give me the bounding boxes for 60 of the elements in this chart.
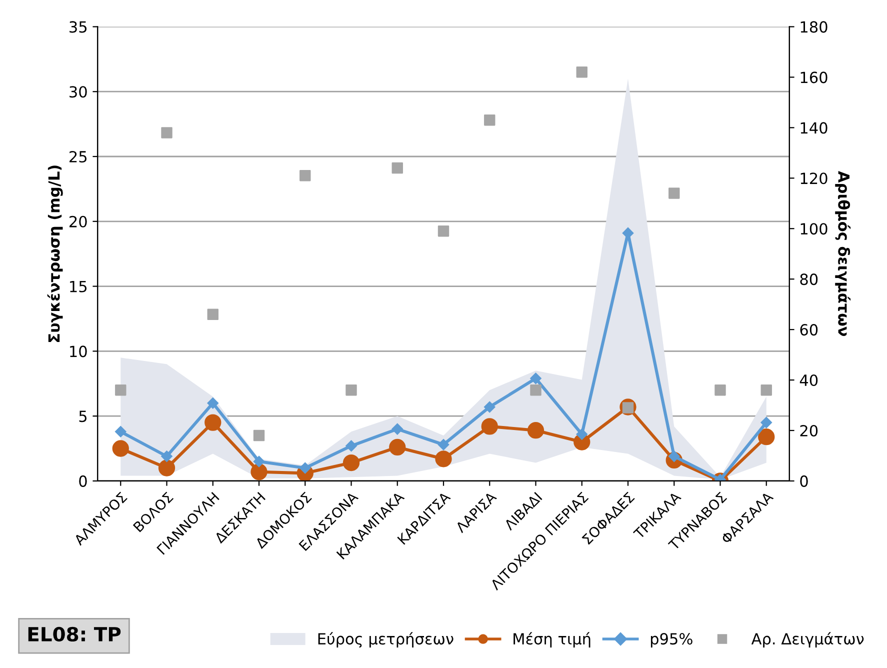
y2-tick-label: 0 xyxy=(800,475,808,487)
point xyxy=(389,438,406,456)
point xyxy=(576,428,588,440)
point xyxy=(668,188,680,199)
point xyxy=(576,66,588,78)
y2-tick-label: 120 xyxy=(800,172,828,184)
point xyxy=(392,423,403,435)
point xyxy=(714,384,726,396)
point xyxy=(527,422,544,439)
point xyxy=(253,430,265,442)
y2-tick-label: 140 xyxy=(800,122,828,134)
y2-tick-label: 40 xyxy=(800,374,818,386)
point xyxy=(250,464,268,480)
point xyxy=(253,456,265,468)
point xyxy=(115,384,126,396)
point xyxy=(484,401,496,413)
y-tick-label: 15 xyxy=(70,280,87,292)
point xyxy=(161,450,172,462)
point xyxy=(530,372,542,384)
y-tick-label: 20 xyxy=(70,216,87,228)
point xyxy=(207,308,218,320)
point xyxy=(346,440,357,452)
legend-label: Αρ. Δειγμάτων xyxy=(751,632,864,648)
point xyxy=(346,384,357,396)
point xyxy=(530,384,542,396)
text: EL08: TP xyxy=(28,626,121,642)
point xyxy=(435,450,452,468)
y2-tick-label: 60 xyxy=(800,324,818,336)
point xyxy=(342,454,360,472)
point xyxy=(758,428,775,446)
y-tick-label: 35 xyxy=(70,21,87,33)
y-tick-label: 5 xyxy=(79,410,87,422)
y2-axis-title: Αριθμός δειγμάτων xyxy=(835,170,851,336)
point xyxy=(481,418,498,435)
point xyxy=(438,439,450,450)
point xyxy=(300,170,311,182)
point xyxy=(112,440,129,457)
y-axis-title: Συγκέντρωση (mg/L) xyxy=(47,166,63,342)
point xyxy=(392,162,403,174)
y-tick-label: 30 xyxy=(70,86,87,98)
y-tick-label: 10 xyxy=(70,346,87,358)
legend-label: p95% xyxy=(650,633,692,648)
point xyxy=(161,127,172,138)
y2-tick-label: 160 xyxy=(800,72,828,84)
y-tick-label: 25 xyxy=(70,150,87,163)
point xyxy=(484,114,496,126)
y2-tick-label: 100 xyxy=(800,223,828,235)
point xyxy=(760,384,772,396)
legend-label: Εύρος μετρήσεων xyxy=(318,632,454,648)
point xyxy=(438,226,450,237)
point xyxy=(204,414,222,431)
y2-tick-label: 20 xyxy=(800,424,818,437)
point xyxy=(115,426,126,438)
legend-label: Μέση τιμή xyxy=(514,632,590,648)
y2-tick-label: 180 xyxy=(800,21,828,33)
point xyxy=(207,397,218,409)
point xyxy=(158,460,176,476)
point xyxy=(760,416,772,428)
y2-tick-label: 80 xyxy=(800,274,818,286)
y-tick-label: 0 xyxy=(79,475,87,487)
